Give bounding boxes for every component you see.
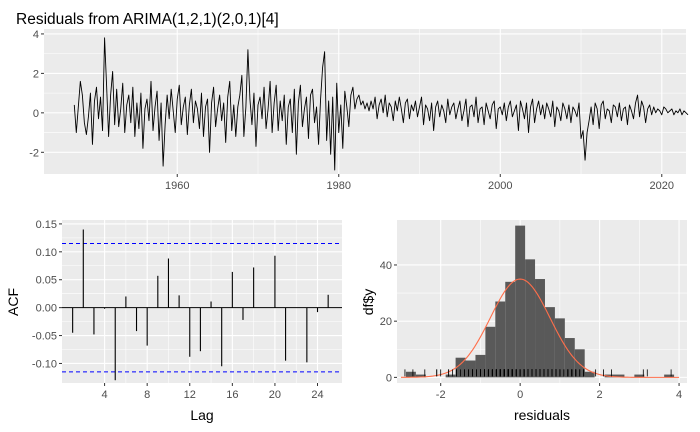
histogram-plot-data <box>400 225 680 378</box>
x-tick-label: 1960 <box>165 180 189 192</box>
histogram-bar <box>445 374 456 378</box>
x-tick-label: 16 <box>226 389 238 401</box>
histogram-bar <box>505 281 516 378</box>
histogram-bar <box>564 338 575 378</box>
y-tick-label: 20 <box>380 316 392 328</box>
histogram-bar <box>485 326 496 378</box>
y-tick-label: 0.05 <box>36 275 57 287</box>
acf-plot-background <box>62 220 342 383</box>
x-tick-label: 2 <box>597 389 603 401</box>
histogram-bar <box>664 374 675 378</box>
x-tick-label: 2000 <box>488 180 512 192</box>
histogram-x-axis-label: residuals <box>514 407 570 423</box>
y-tick-label: 0.15 <box>36 219 57 231</box>
histogram-bar <box>544 307 555 378</box>
y-tick-label: 0.00 <box>36 303 57 315</box>
normal-density-curve <box>400 278 680 378</box>
histogram-bar <box>584 371 595 378</box>
y-tick-label: 40 <box>380 260 392 272</box>
x-tick-label: 20 <box>269 389 281 401</box>
acf-panel: 4 8 12 16 20 24 -0.10 -0.05 0.00 0.05 0.10 0.15 Lag… <box>5 219 342 423</box>
y-tick-label: -0.05 <box>32 331 57 343</box>
x-tick-label: 8 <box>144 389 150 401</box>
x-tick-label: 1980 <box>327 180 351 192</box>
x-tick-label: 0 <box>517 389 523 401</box>
x-tick-label: 2020 <box>650 180 674 192</box>
x-tick-label: 4 <box>102 389 108 401</box>
acf-y-axis-label: ACF <box>5 288 21 316</box>
y-tick-label: -0.10 <box>32 358 57 370</box>
histogram-bar <box>554 318 565 378</box>
residual-time-series-panel: 1960 1980 2000 2020 -2 0 2 4 <box>29 29 689 192</box>
y-tick-label: 0 <box>386 372 392 384</box>
acf-x-axis-label: Lag <box>190 407 213 423</box>
histogram-bar <box>405 371 416 378</box>
y-tick-label: -2 <box>29 147 39 159</box>
histogram-bar <box>465 360 476 378</box>
histogram-bar <box>515 225 526 378</box>
residual-plot-data <box>73 37 689 171</box>
y-tick-label: 2 <box>33 68 39 80</box>
acf-plot-axis-ticks: 4 8 12 16 20 24 -0.10 -0.05 0.00 0.05 0.10 0.15 <box>32 219 324 401</box>
residual-plot-axis-ticks: 1960 1980 2000 2020 -2 0 2 4 <box>29 29 674 192</box>
histogram-bar <box>614 374 625 378</box>
x-tick-label: 24 <box>311 389 323 401</box>
histogram-bar <box>525 259 536 378</box>
residual-plot-grid <box>44 29 686 174</box>
histogram-bar <box>415 374 426 378</box>
acf-plot-data <box>62 229 342 381</box>
residual-plot-background <box>44 29 686 174</box>
histogram-bar <box>475 354 486 378</box>
histogram-bar <box>634 374 645 378</box>
y-tick-label: 0 <box>33 108 39 120</box>
histogram-y-axis-label: df$y <box>360 289 376 315</box>
x-tick-label: 4 <box>676 389 682 401</box>
y-tick-label: 0.10 <box>36 247 57 259</box>
residual-series-line <box>73 37 689 171</box>
histogram-bar <box>455 357 466 378</box>
histogram-bar <box>535 279 545 378</box>
chart-title: Residuals from ARIMA(1,2,1)(2,0,1)[4] <box>16 11 279 28</box>
y-tick-label: 4 <box>33 29 39 41</box>
histogram-bar <box>495 301 506 378</box>
x-tick-label: 12 <box>184 389 196 401</box>
x-tick-label: -2 <box>436 389 446 401</box>
